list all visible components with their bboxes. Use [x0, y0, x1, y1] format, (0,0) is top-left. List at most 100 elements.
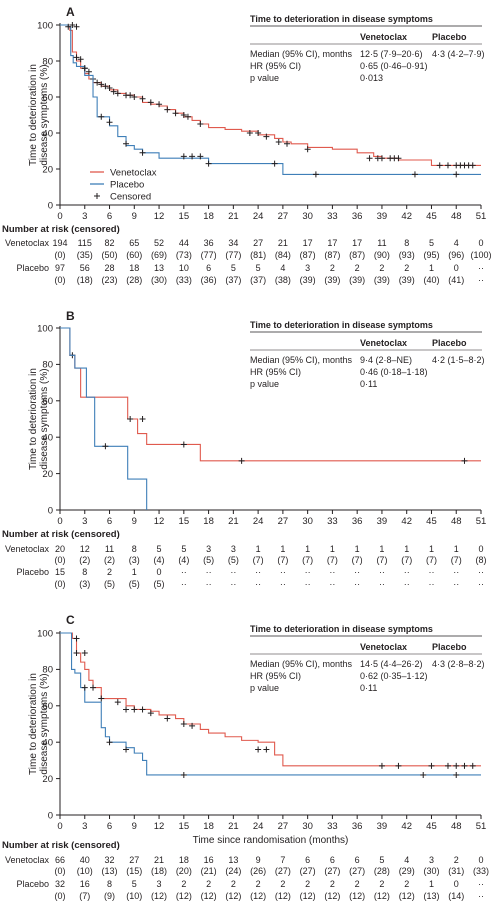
stats-table-title: Time to deterioration in disease symptom… [250, 624, 433, 634]
x-tick-label: 42 [401, 516, 412, 527]
censor-mark [395, 155, 402, 162]
risk-count: 34 [228, 238, 238, 248]
risk-count: 2 [231, 879, 236, 889]
risk-count: 27 [253, 238, 263, 248]
risk-censored-count: (95) [423, 250, 439, 260]
risk-censored-count: ·· [404, 579, 410, 589]
risk-censored-count: (37) [250, 275, 266, 285]
risk-censored-count: (12) [201, 891, 217, 901]
censor-mark [469, 762, 476, 769]
km-curve-venetoclax [60, 327, 481, 462]
risk-censored-count: (12) [250, 891, 266, 901]
panel-label: A [66, 5, 75, 19]
stats-col-placebo: Placebo [432, 642, 467, 652]
risk-censored-count: (35) [77, 250, 93, 260]
stats-col-venetoclax: Venetoclax [360, 338, 407, 348]
censor-mark [366, 155, 373, 162]
x-tick-label: 3 [82, 516, 87, 527]
risk-censored-count: (24) [225, 866, 241, 876]
risk-count: 12 [80, 544, 90, 554]
stats-row-label: p value [250, 73, 279, 83]
risk-count: 0 [478, 238, 483, 248]
risk-censored-count: (96) [448, 250, 464, 260]
risk-censored-count: (5) [104, 579, 115, 589]
x-tick-label: 42 [401, 211, 412, 222]
risk-censored-count: (29) [399, 866, 415, 876]
censor-mark [428, 762, 435, 769]
risk-count: 16 [204, 855, 214, 865]
risk-count: 1 [429, 263, 434, 273]
censor-mark [197, 153, 204, 160]
censor-mark [411, 171, 418, 178]
stats-row-label: p value [250, 683, 279, 693]
y-tick-label: 60 [42, 701, 53, 712]
risk-count: 17 [303, 238, 313, 248]
risk-count: 0 [478, 544, 483, 554]
y-axis-label: Time to deterioration indisease symptoms… [28, 368, 50, 470]
risk-count: ·· [206, 567, 212, 577]
y-tick-label: 80 [42, 360, 53, 371]
stats-row-label: p value [250, 379, 279, 389]
risk-censored-count: (77) [201, 250, 217, 260]
censor-mark [81, 684, 88, 691]
km-curve-placebo [60, 327, 148, 510]
y-axis-label: Time to deterioration indisease symptoms… [28, 673, 50, 775]
risk-censored-count: (13) [423, 891, 439, 901]
censor-mark [127, 416, 134, 422]
y-axis-label-line1: Time to deterioration in [28, 673, 39, 775]
risk-censored-count: (7) [79, 891, 90, 901]
censor-mark [156, 101, 163, 108]
risk-censored-count: ·· [230, 579, 236, 589]
y-tick-label: 100 [37, 20, 53, 31]
censor-mark [453, 771, 460, 778]
risk-count: 18 [179, 855, 189, 865]
risk-count: ·· [478, 567, 484, 577]
risk-censored-count: (12) [151, 891, 167, 901]
stats-col-placebo: Placebo [432, 338, 467, 348]
x-tick-label: 3 [82, 211, 87, 222]
risk-censored-count: (2) [79, 555, 90, 565]
censor-mark [263, 133, 270, 140]
censor-mark [184, 113, 191, 120]
y-tick-label: 40 [42, 128, 53, 139]
risk-censored-count: (21) [201, 866, 217, 876]
risk-count: 66 [55, 855, 65, 865]
risk-censored-count: (12) [324, 891, 340, 901]
risk-count: 3 [429, 855, 434, 865]
risk-censored-count: (28) [374, 866, 390, 876]
risk-censored-count: (77) [225, 250, 241, 260]
risk-censored-count: (26) [250, 866, 266, 876]
risk-count: 17 [352, 238, 362, 248]
risk-count: 18 [129, 263, 139, 273]
x-axis-label: Time since randomisation (months) [193, 835, 349, 846]
y-tick-label: 100 [37, 323, 53, 334]
risk-count: 1 [256, 544, 261, 554]
risk-count: 13 [154, 263, 164, 273]
risk-censored-count: (7) [376, 555, 387, 565]
censor-mark [106, 739, 113, 746]
risk-count: 4 [280, 263, 285, 273]
risk-count: 2 [280, 879, 285, 889]
y-axis-label: Time to deterioration indisease symptoms… [28, 64, 50, 166]
censor-mark [436, 162, 443, 169]
risk-count: ·· [478, 263, 484, 273]
risk-count: 6 [305, 855, 310, 865]
y-axis-label-line2: disease symptoms (%) [39, 673, 50, 774]
risk-count: 2 [355, 263, 360, 273]
stats-row-placebo: 4·2 (1·5–8·2) [432, 355, 485, 365]
risk-count: 2 [107, 567, 112, 577]
risk-count: 5 [157, 544, 162, 554]
risk-count: 11 [377, 238, 386, 248]
x-tick-label: 24 [253, 211, 264, 222]
censor-mark [180, 441, 187, 448]
y-tick-label: 20 [42, 469, 53, 480]
risk-censored-count: (39) [374, 275, 390, 285]
stats-row-label: Median (95% CI), months [250, 659, 353, 669]
risk-count: 194 [52, 238, 67, 248]
y-tick-label: 0 [48, 505, 53, 516]
censor-mark [114, 90, 121, 97]
risk-count: 32 [55, 879, 65, 889]
risk-count: 20 [55, 544, 65, 554]
risk-count: 1 [132, 567, 137, 577]
